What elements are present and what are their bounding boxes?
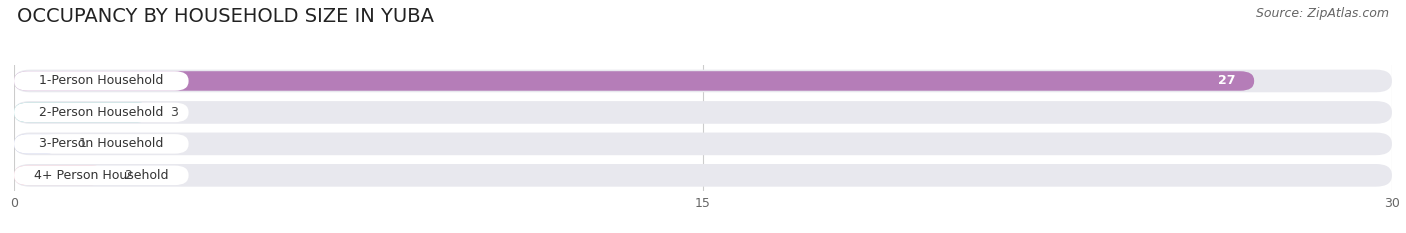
Text: 1: 1 (79, 137, 86, 150)
Text: OCCUPANCY BY HOUSEHOLD SIZE IN YUBA: OCCUPANCY BY HOUSEHOLD SIZE IN YUBA (17, 7, 434, 26)
FancyBboxPatch shape (14, 133, 1392, 155)
FancyBboxPatch shape (14, 70, 1392, 92)
FancyBboxPatch shape (14, 166, 105, 185)
FancyBboxPatch shape (14, 103, 188, 122)
Text: 1-Person Household: 1-Person Household (39, 75, 163, 87)
Text: 27: 27 (1218, 75, 1236, 87)
Text: 2-Person Household: 2-Person Household (39, 106, 163, 119)
Text: Source: ZipAtlas.com: Source: ZipAtlas.com (1256, 7, 1389, 20)
FancyBboxPatch shape (14, 134, 188, 154)
FancyBboxPatch shape (14, 164, 1392, 187)
FancyBboxPatch shape (14, 101, 1392, 124)
Text: 4+ Person Household: 4+ Person Household (34, 169, 169, 182)
Text: 3: 3 (170, 106, 179, 119)
FancyBboxPatch shape (14, 71, 1254, 91)
FancyBboxPatch shape (14, 134, 60, 154)
FancyBboxPatch shape (14, 71, 188, 91)
FancyBboxPatch shape (14, 103, 152, 122)
FancyBboxPatch shape (14, 166, 188, 185)
Text: 3-Person Household: 3-Person Household (39, 137, 163, 150)
Text: 2: 2 (124, 169, 132, 182)
